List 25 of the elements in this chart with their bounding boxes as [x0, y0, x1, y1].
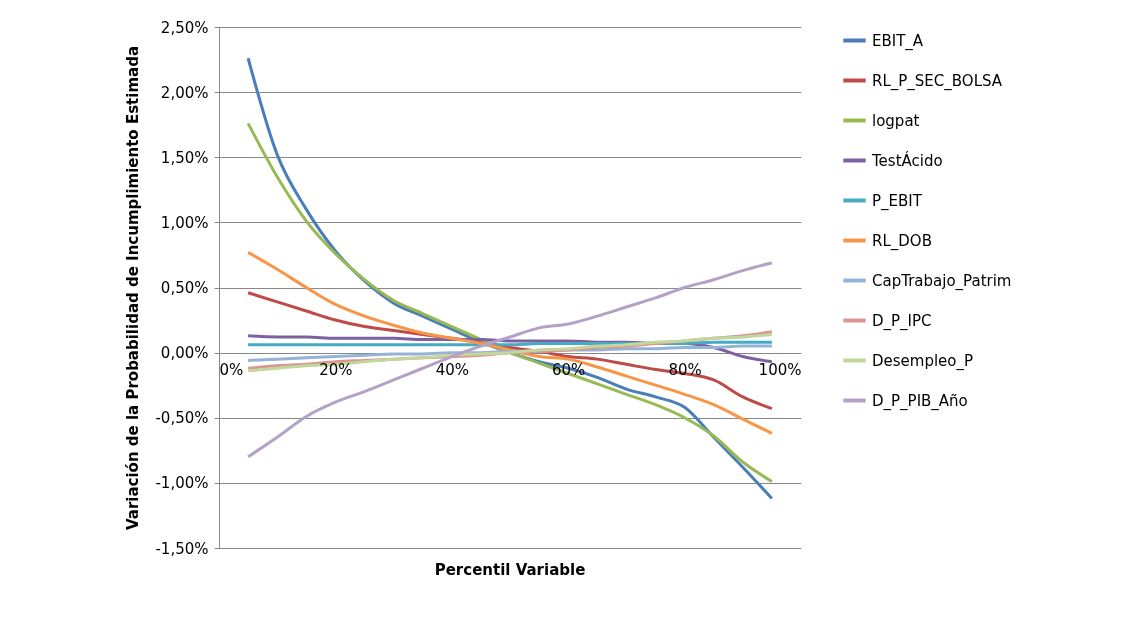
legend-label: EBIT_A [872, 31, 924, 51]
y-tick-label: 0,50% [160, 279, 209, 297]
x-tick-label: 0% [219, 361, 244, 380]
x-tick-label: 20% [319, 361, 353, 380]
x-tick-label: 100% [758, 361, 802, 380]
y-tick-label: 2,50% [160, 18, 209, 37]
y-tick-label: -0,50% [155, 409, 209, 428]
x-axis-title: Percentil Variable [434, 561, 586, 579]
legend-label: P_EBIT [872, 191, 923, 211]
legend-label: Desempleo_P [872, 351, 974, 371]
legend-label: D_P_IPC [872, 311, 932, 331]
legend-label: RL_DOB [872, 231, 932, 251]
y-tick-label: -1,00% [155, 474, 209, 493]
y-axis-title: Variación de la Probabilidad de Incumplimiento Estimada [124, 46, 143, 530]
legend-label: D_P_PIB_Año [872, 391, 968, 411]
x-tick-label: 40% [435, 361, 469, 380]
y-tick-label: 0,00% [160, 344, 209, 363]
legend-label: CapTrabajo_Patrim [872, 271, 1012, 291]
legend-label: logpat [872, 111, 920, 130]
legend-label: RL_P_SEC_BOLSA [872, 71, 1003, 91]
y-tick-label: -1,50% [155, 539, 209, 558]
y-tick-label: 1,50% [160, 148, 209, 167]
y-tick-label: 1,00% [160, 213, 209, 232]
legend-label: TestÁcido [871, 150, 943, 170]
y-tick-label: 2,00% [160, 83, 209, 102]
